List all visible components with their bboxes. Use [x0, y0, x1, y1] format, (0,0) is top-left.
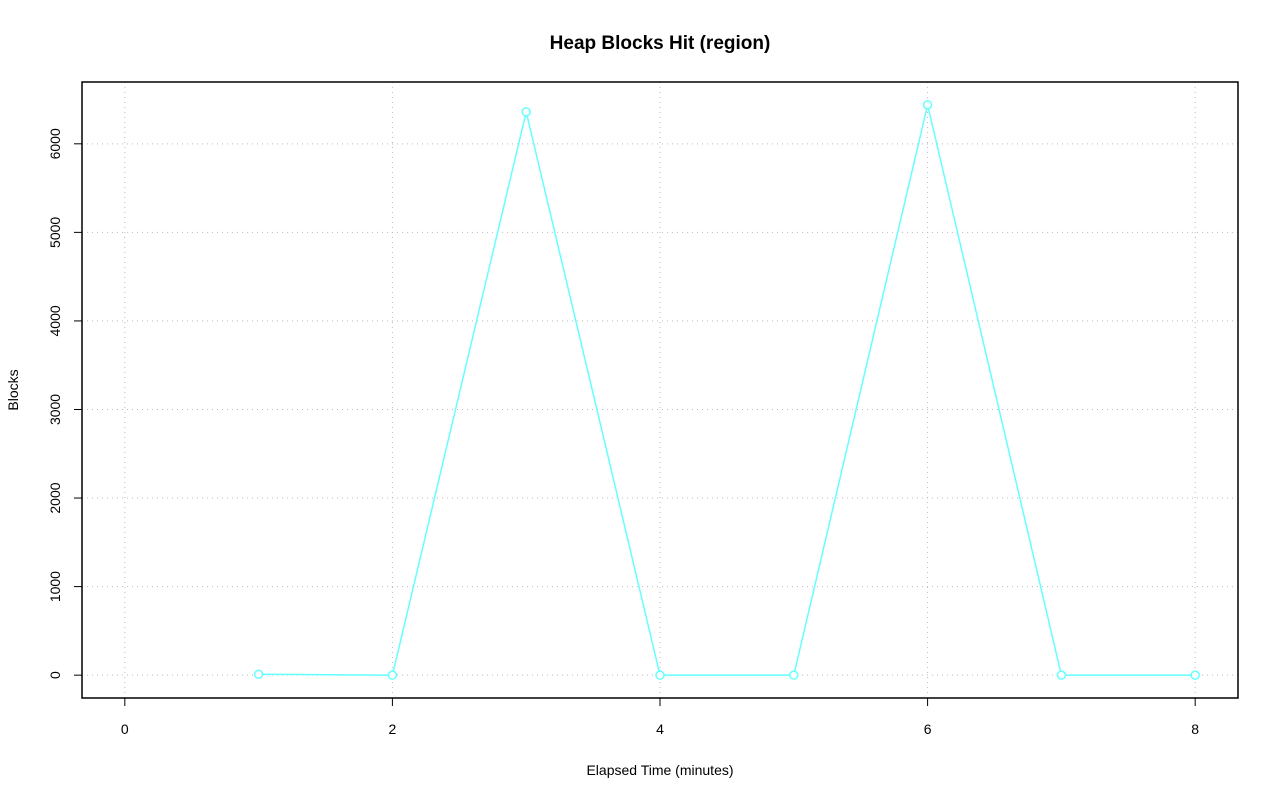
y-tick-label: 5000	[47, 217, 63, 248]
point	[387, 670, 398, 680]
point	[655, 670, 665, 680]
x-axis-label: Elapsed Time (minutes)	[586, 762, 733, 778]
y-tick-label: 6000	[47, 128, 63, 159]
x-tick-label: 0	[121, 721, 129, 737]
point	[521, 107, 531, 117]
y-tick-label: 4000	[47, 305, 63, 336]
x-tick-label: 6	[924, 721, 932, 737]
point	[922, 100, 933, 110]
point	[253, 669, 264, 680]
y-tick-label: 3000	[47, 394, 63, 425]
point	[789, 670, 799, 680]
line	[258, 104, 1196, 676]
x-tick-label: 2	[389, 721, 397, 737]
x-tick-label: 8	[1191, 721, 1199, 737]
point	[1190, 670, 1200, 680]
plot-frame	[81, 81, 1239, 699]
chart-title: Heap Blocks Hit (region)	[550, 33, 771, 54]
y-tick-label: 1000	[47, 571, 63, 602]
y-axis-label: Blocks	[5, 369, 21, 410]
y-tick-label: 2000	[47, 482, 63, 513]
point	[1056, 670, 1067, 680]
y-tick-label: 0	[47, 671, 63, 679]
x-tick-label: 4	[656, 721, 664, 737]
